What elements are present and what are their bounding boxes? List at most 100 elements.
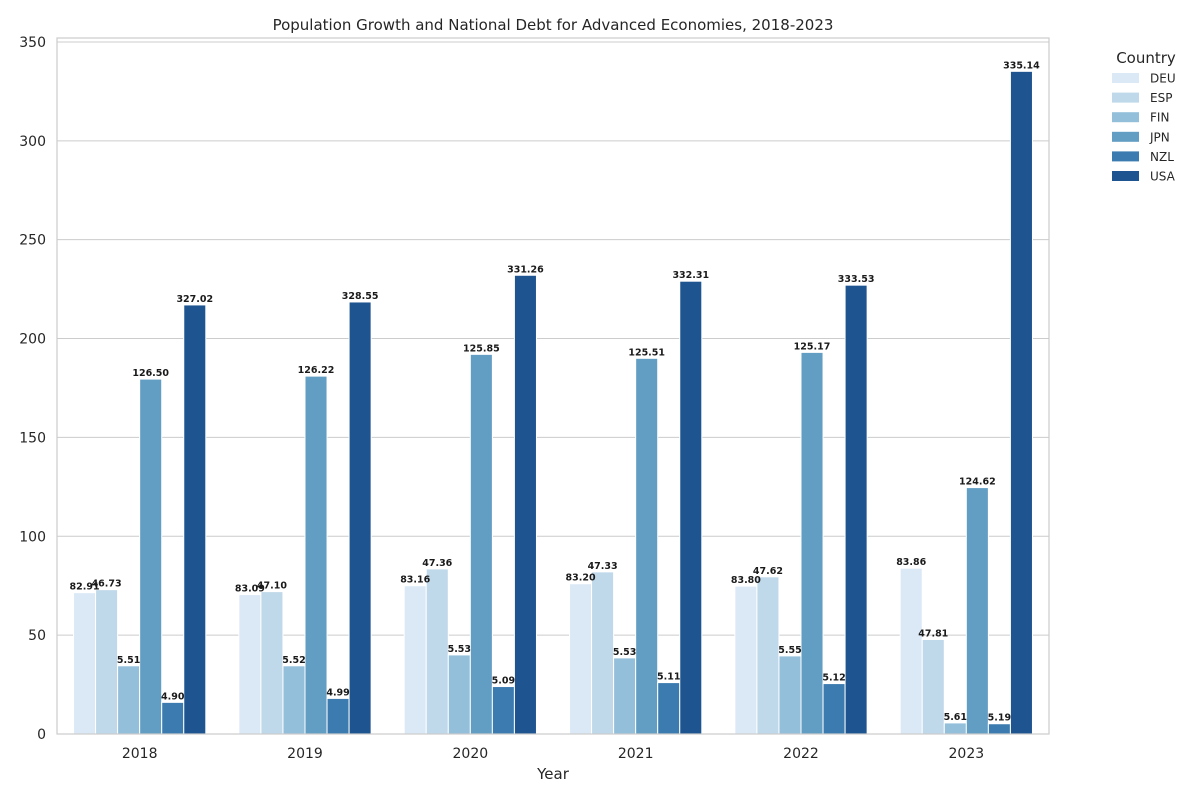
x-axis-ticks: 2018 2019 2020 2021 2022 2023	[122, 746, 984, 762]
data-label-JPN-2022: 125.17	[794, 341, 831, 352]
bar-NZL-2020	[491, 686, 515, 735]
bar-ESP-2020	[425, 568, 449, 735]
data-label-NZL-2021: 5.11	[657, 672, 680, 683]
bar-JPN-2020	[469, 353, 493, 735]
bar-USA-2018	[183, 304, 207, 735]
data-label-JPN-2021: 125.51	[628, 347, 665, 358]
legend-title: Country	[1116, 49, 1176, 67]
data-label-JPN-2023: 124.62	[959, 477, 996, 488]
x-tick-label-2023: 2023	[949, 746, 985, 762]
legend-label-NZL: NZL	[1150, 150, 1174, 164]
data-label-DEU-2019: 83.09	[235, 584, 265, 595]
y-tick-label-300: 300	[19, 134, 46, 150]
data-label-ESP-2022: 47.62	[753, 566, 783, 577]
bar-DEU-2020	[403, 585, 427, 735]
bar-ESP-2018	[95, 589, 119, 735]
data-label-NZL-2019: 4.99	[326, 687, 349, 698]
legend-swatch-NZL	[1112, 151, 1139, 162]
data-label-NZL-2018: 4.90	[161, 691, 185, 702]
data-label-USA-2020: 331.26	[507, 264, 544, 275]
bar-JPN-2019	[304, 375, 328, 735]
data-label-USA-2019: 328.55	[342, 291, 379, 302]
y-tick-label-50: 50	[28, 628, 46, 644]
data-label-DEU-2020: 83.16	[400, 575, 430, 586]
bar-DEU-2018	[73, 592, 97, 735]
bar-JPN-2021	[635, 357, 659, 735]
bar-ESP-2021	[591, 571, 615, 735]
bar-ESP-2019	[260, 591, 284, 735]
x-tick-label-2021: 2021	[618, 746, 654, 762]
data-label-JPN-2018: 126.50	[132, 368, 169, 379]
legend-swatch-FIN	[1112, 112, 1139, 123]
legend-swatch-JPN	[1112, 131, 1139, 142]
bar-NZL-2018	[161, 701, 185, 735]
legend-label-DEU: DEU	[1150, 72, 1176, 86]
chart-title: Population Growth and National Debt for …	[273, 16, 834, 34]
bar-DEU-2023	[899, 567, 923, 735]
legend-swatch-USA	[1112, 171, 1139, 181]
x-tick-label-2022: 2022	[783, 746, 819, 762]
x-tick-label-2019: 2019	[287, 746, 323, 762]
bar-FIN-2022	[778, 655, 802, 735]
legend: Country DEU ESP FIN JPN NZL USA	[1112, 49, 1176, 184]
data-label-ESP-2019: 47.10	[257, 581, 287, 592]
bar-FIN-2020	[447, 654, 471, 735]
data-label-DEU-2018: 82.91	[70, 582, 100, 593]
bar-USA-2021	[679, 280, 703, 735]
bar-FIN-2021	[613, 657, 637, 735]
bar-DEU-2021	[569, 583, 593, 735]
data-label-NZL-2023: 5.19	[988, 713, 1011, 724]
legend-label-ESP: ESP	[1150, 91, 1172, 105]
data-label-FIN-2021: 5.53	[613, 647, 636, 658]
data-label-NZL-2022: 5.12	[822, 673, 845, 684]
y-tick-label-350: 350	[19, 35, 46, 51]
y-tick-label-0: 0	[37, 727, 46, 743]
y-tick-label-200: 200	[19, 332, 46, 348]
y-tick-label-100: 100	[19, 529, 46, 545]
data-label-USA-2021: 332.31	[672, 270, 709, 281]
data-label-FIN-2023: 5.61	[944, 712, 967, 723]
data-label-DEU-2021: 83.20	[566, 573, 596, 584]
x-tick-label-2020: 2020	[453, 746, 489, 762]
data-label-ESP-2018: 46.73	[92, 579, 122, 590]
x-axis-label: Year	[536, 765, 570, 783]
data-label-FIN-2022: 5.55	[778, 645, 801, 656]
y-tick-label-250: 250	[19, 233, 46, 249]
bar-FIN-2019	[282, 665, 306, 735]
data-label-FIN-2020: 5.53	[448, 644, 471, 655]
data-label-FIN-2019: 5.52	[282, 655, 305, 666]
bar-ESP-2023	[921, 638, 945, 735]
data-label-JPN-2019: 126.22	[298, 365, 335, 376]
legend-swatch-DEU	[1112, 73, 1139, 83]
data-label-DEU-2023: 83.86	[896, 557, 926, 568]
bar-FIN-2023	[943, 722, 967, 735]
data-label-FIN-2018: 5.51	[117, 655, 140, 666]
bar-NZL-2022	[822, 683, 846, 735]
x-tick-label-2018: 2018	[122, 746, 158, 762]
bar-JPN-2022	[800, 351, 824, 735]
bar-NZL-2021	[657, 682, 681, 735]
bar-JPN-2023	[965, 487, 989, 735]
data-label-JPN-2020: 125.85	[463, 343, 500, 354]
data-label-DEU-2022: 83.80	[731, 575, 761, 586]
y-axis-ticks: 0 50 100 150 200 250 300 350	[19, 35, 46, 743]
bar-DEU-2022	[734, 585, 758, 735]
data-label-ESP-2021: 47.33	[588, 561, 618, 572]
data-label-NZL-2020: 5.09	[492, 676, 515, 687]
data-label-USA-2023: 335.14	[1003, 60, 1040, 71]
bar-NZL-2019	[326, 697, 350, 735]
plot-area-frame	[56, 37, 1050, 735]
bar-USA-2020	[513, 274, 537, 735]
bar-ESP-2022	[756, 576, 780, 735]
data-label-ESP-2023: 47.81	[918, 628, 948, 639]
legend-swatch-ESP	[1112, 92, 1139, 103]
legend-label-FIN: FIN	[1150, 111, 1169, 125]
plot-area-background	[57, 38, 1049, 734]
legend-label-JPN: JPN	[1149, 130, 1170, 144]
data-label-USA-2022: 333.53	[838, 274, 875, 285]
bar-USA-2022	[844, 284, 868, 735]
bar-JPN-2018	[139, 378, 163, 735]
data-label-ESP-2020: 47.36	[422, 558, 452, 569]
